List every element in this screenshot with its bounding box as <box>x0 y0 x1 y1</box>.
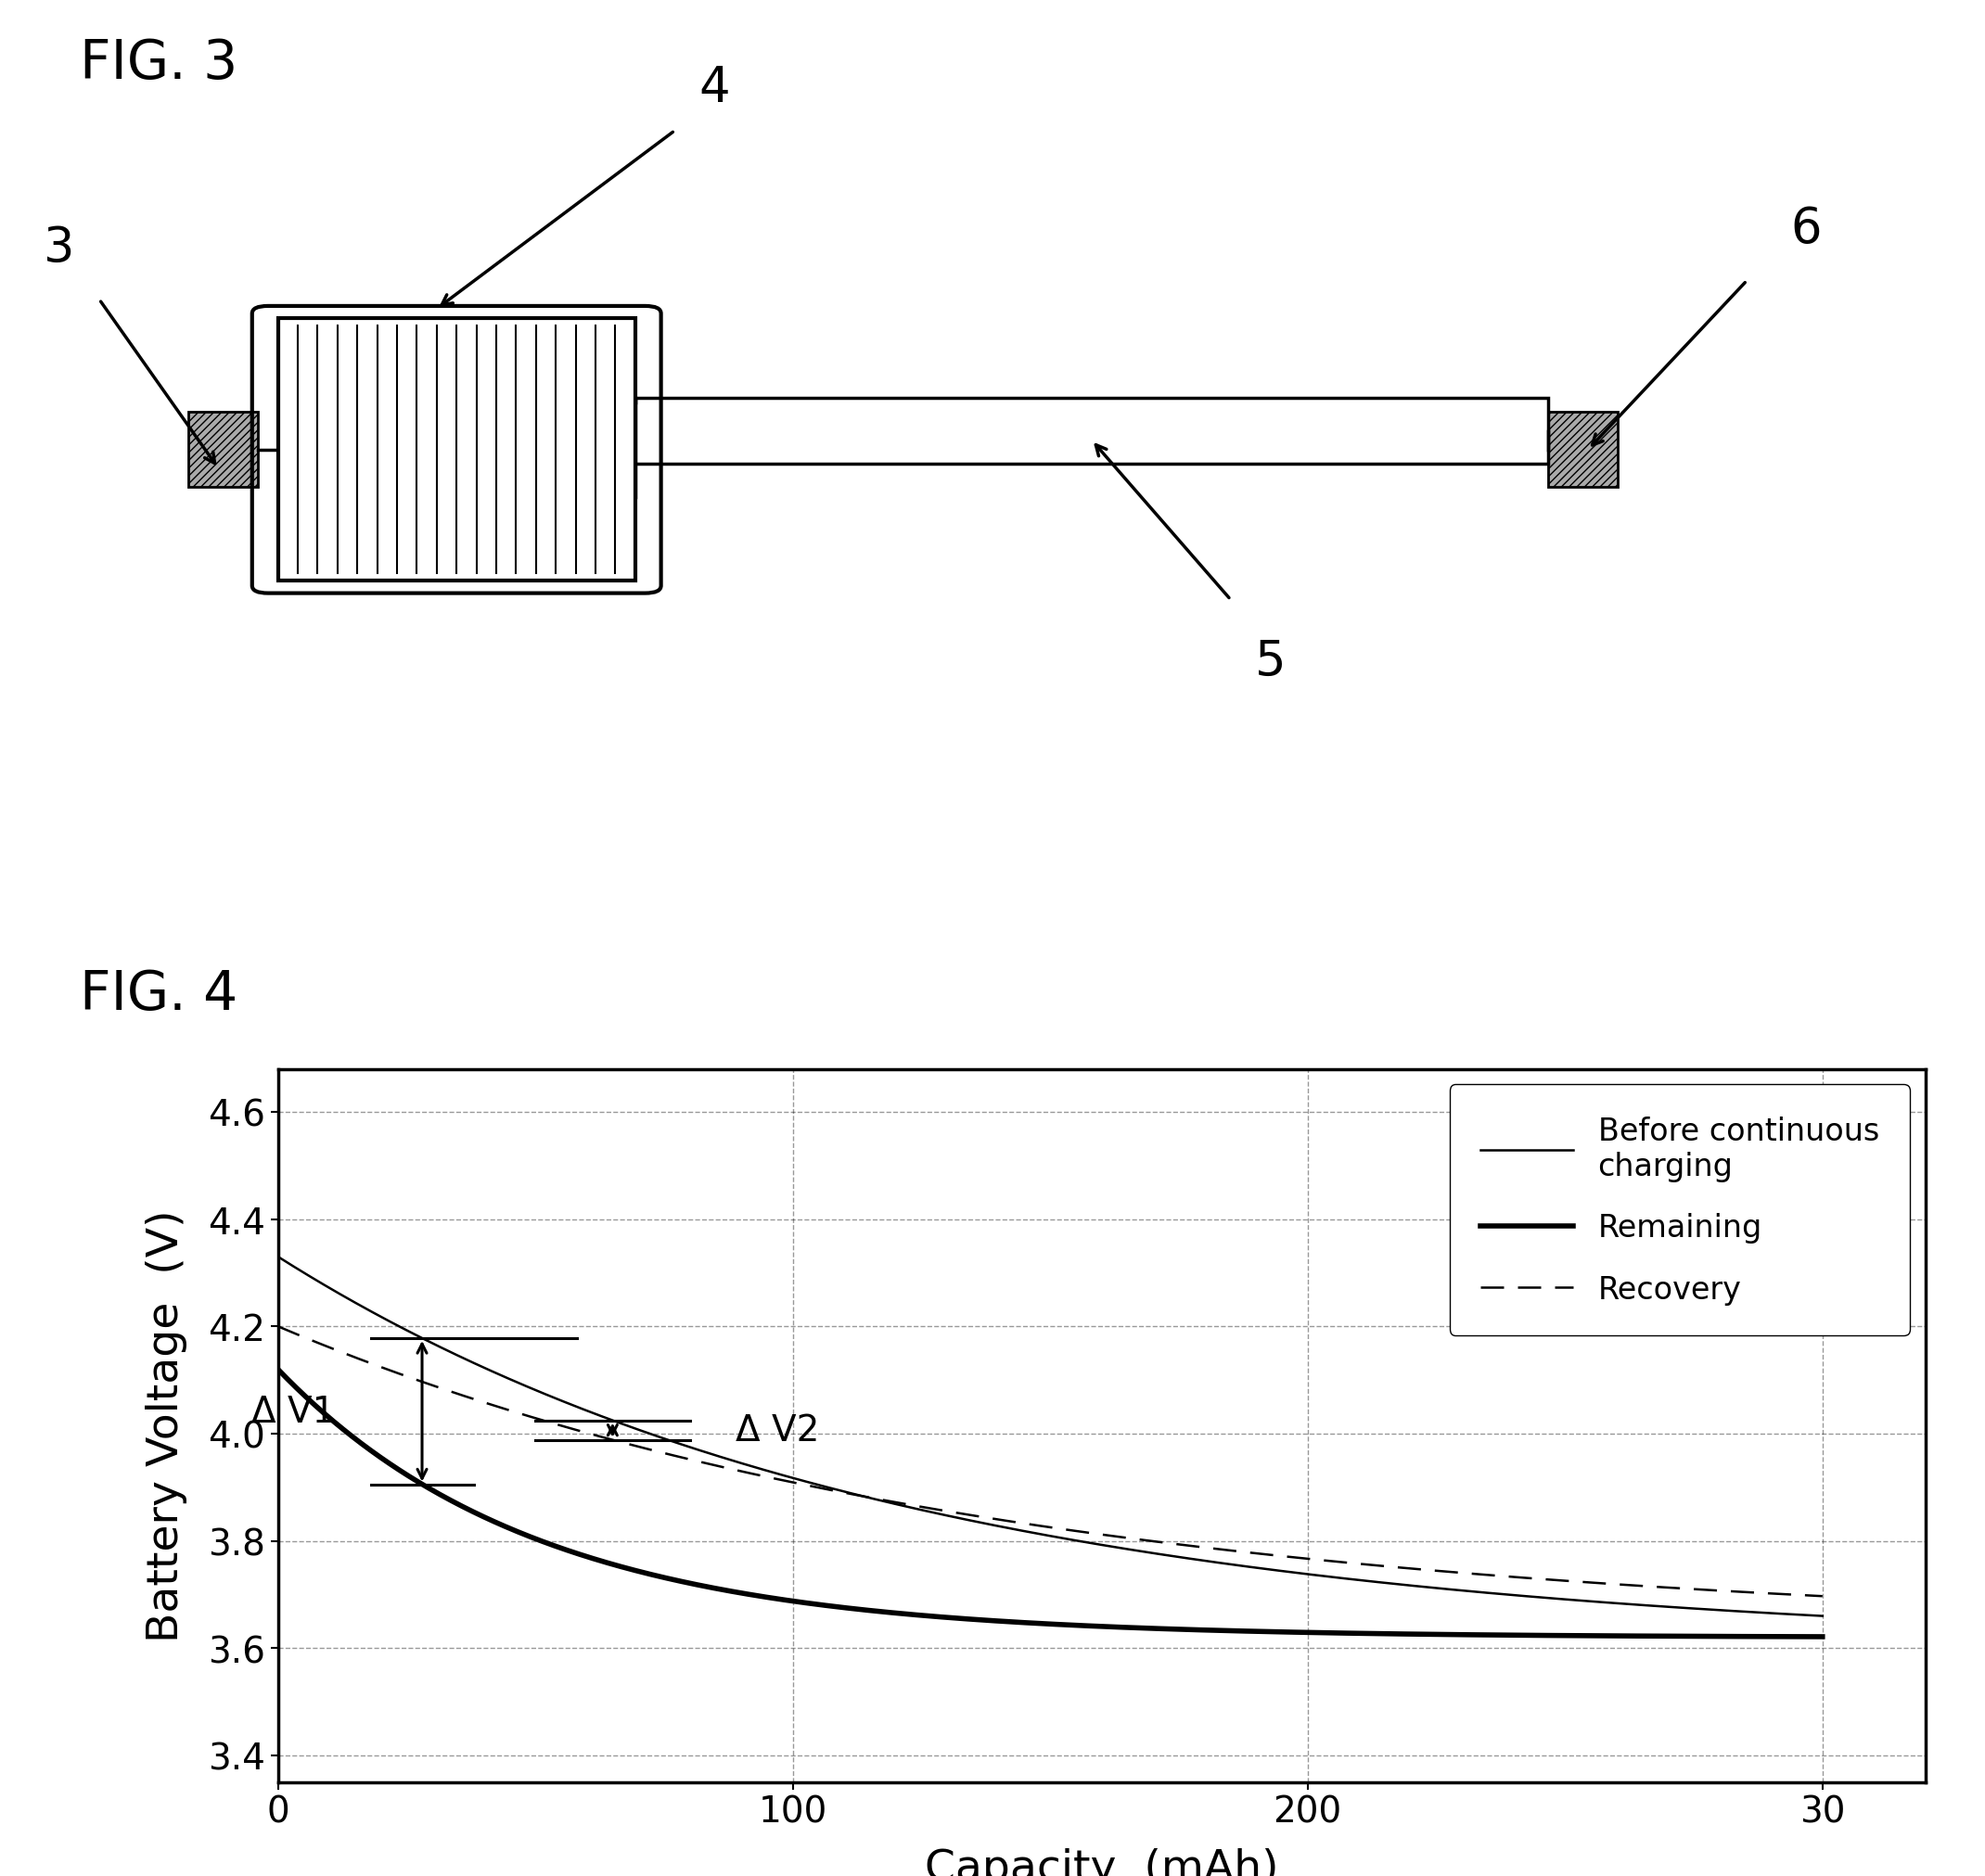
Recovery <box>266 1315 290 1338</box>
Remaining <box>423 1480 447 1503</box>
Recovery <box>1326 1551 1350 1574</box>
Remaining <box>891 1602 915 1625</box>
Recovery <box>1810 1585 1834 1608</box>
Bar <box>189 413 258 488</box>
Remaining <box>1499 1625 1522 1647</box>
Before continuous
charging <box>1810 1604 1834 1626</box>
Recovery <box>1471 1563 1495 1585</box>
Remaining <box>1471 1625 1495 1647</box>
Remaining <box>266 1358 290 1381</box>
Text: FIG. 4: FIG. 4 <box>79 968 238 1021</box>
Line: Remaining: Remaining <box>278 1369 1822 1638</box>
Text: 3: 3 <box>44 223 75 272</box>
Line: Before continuous
charging: Before continuous charging <box>278 1257 1822 1615</box>
Text: 6: 6 <box>1790 204 1822 253</box>
Text: FIG. 3: FIG. 3 <box>79 38 238 90</box>
Recovery <box>947 1503 971 1525</box>
Bar <box>1548 413 1618 488</box>
Recovery <box>1499 1566 1522 1589</box>
Legend: Before continuous
charging, Remaining, Recovery: Before continuous charging, Remaining, R… <box>1449 1084 1910 1336</box>
Before continuous
charging <box>1326 1566 1350 1589</box>
Text: Δ V2: Δ V2 <box>734 1413 820 1448</box>
Text: Δ V1: Δ V1 <box>252 1394 335 1430</box>
Recovery <box>423 1375 447 1398</box>
Text: 5: 5 <box>1255 638 1286 687</box>
Before continuous
charging <box>1471 1581 1495 1604</box>
Recovery <box>891 1493 915 1516</box>
Before continuous
charging <box>891 1495 915 1518</box>
Bar <box>278 319 635 582</box>
Before continuous
charging <box>423 1334 447 1356</box>
X-axis label: Capacity  (mAh): Capacity (mAh) <box>925 1848 1278 1876</box>
Text: 4: 4 <box>699 64 730 113</box>
Remaining <box>947 1608 971 1630</box>
Remaining <box>1326 1623 1350 1645</box>
Line: Recovery: Recovery <box>278 1326 1822 1596</box>
Remaining <box>1810 1626 1834 1649</box>
Bar <box>635 398 1548 463</box>
Before continuous
charging <box>947 1506 971 1529</box>
Before continuous
charging <box>1499 1583 1522 1606</box>
Before continuous
charging <box>266 1246 290 1268</box>
Y-axis label: Battery Voltage  (V): Battery Voltage (V) <box>145 1210 187 1642</box>
